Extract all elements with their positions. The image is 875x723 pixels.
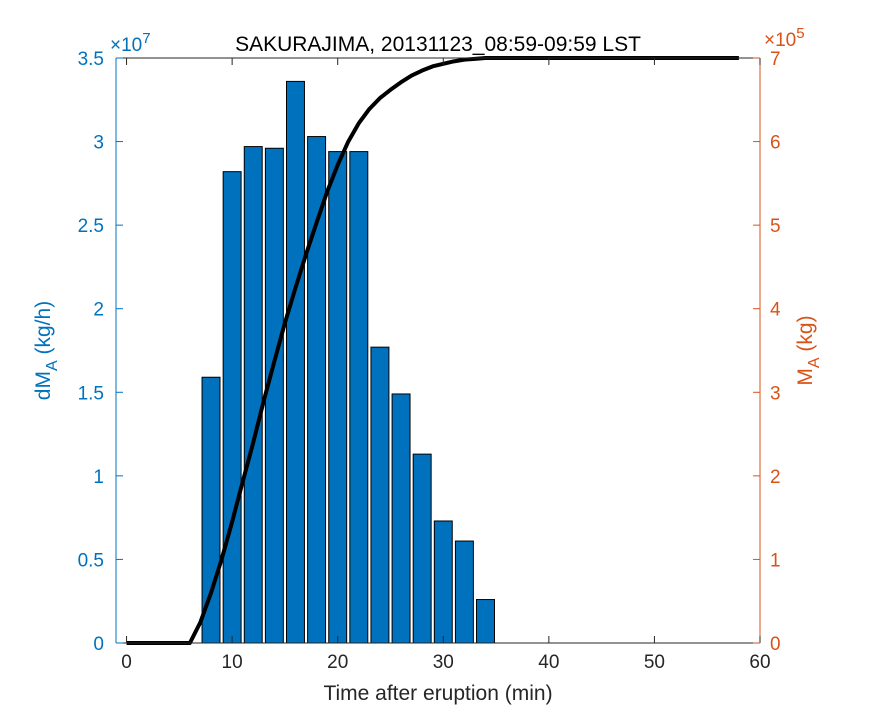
x-tick-label-50: 50: [644, 652, 665, 673]
left-tick-label-7: 3.5: [78, 49, 104, 70]
bar-12: [243, 146, 263, 644]
bar-10: [222, 171, 242, 644]
right-tick-label-1: 1: [770, 550, 781, 571]
x-tick-label-0: 0: [121, 652, 132, 673]
right-tick-label-4: 4: [770, 300, 781, 321]
left-y-axis-label: dMA (kg/h): [32, 301, 61, 400]
bar-16: [286, 80, 305, 644]
right-tick-label-0: 0: [770, 634, 781, 655]
left-tick-label-0: 0: [93, 634, 104, 655]
left-tick-label-4: 2: [93, 300, 104, 321]
right-tick-label-6: 6: [770, 133, 781, 154]
right-exponent-label: ×105: [764, 25, 805, 51]
bar-22: [349, 151, 369, 644]
right-y-axis-label: MA (kg): [794, 315, 823, 385]
left-tick-label-1: 0.5: [78, 550, 104, 571]
x-tick-label-60: 60: [749, 652, 770, 673]
left-exponent-label: ×107: [110, 30, 151, 56]
plot-area: [115, 56, 761, 645]
bar-24: [370, 346, 390, 644]
x-tick-label-20: 20: [327, 652, 348, 673]
chart-title: SAKURAJIMA, 20131123_08:59-09:59 LST: [235, 33, 641, 56]
bar-30: [433, 520, 453, 644]
bar-28: [412, 453, 432, 644]
right-tick-label-5: 5: [770, 216, 781, 237]
bar-34: [476, 599, 495, 644]
bar-20: [328, 151, 348, 644]
left-tick-label-5: 2.5: [78, 216, 104, 237]
bar-14: [264, 147, 284, 644]
x-tick-label-40: 40: [538, 652, 559, 673]
x-tick-label-10: 10: [222, 652, 243, 673]
left-tick-label-6: 3: [93, 133, 104, 154]
right-tick-label-2: 2: [770, 467, 781, 488]
bar-26: [391, 393, 411, 644]
bar-8: [201, 376, 221, 644]
x-axis-label: Time after eruption (min): [323, 682, 552, 705]
left-tick-label-3: 1.5: [78, 383, 104, 404]
right-tick-label-3: 3: [770, 383, 781, 404]
right-tick-label-7: 7: [770, 49, 781, 70]
left-tick-label-2: 1: [93, 467, 104, 488]
x-tick-label-30: 30: [433, 652, 454, 673]
bar-18: [307, 136, 327, 644]
bar-32: [454, 540, 474, 644]
